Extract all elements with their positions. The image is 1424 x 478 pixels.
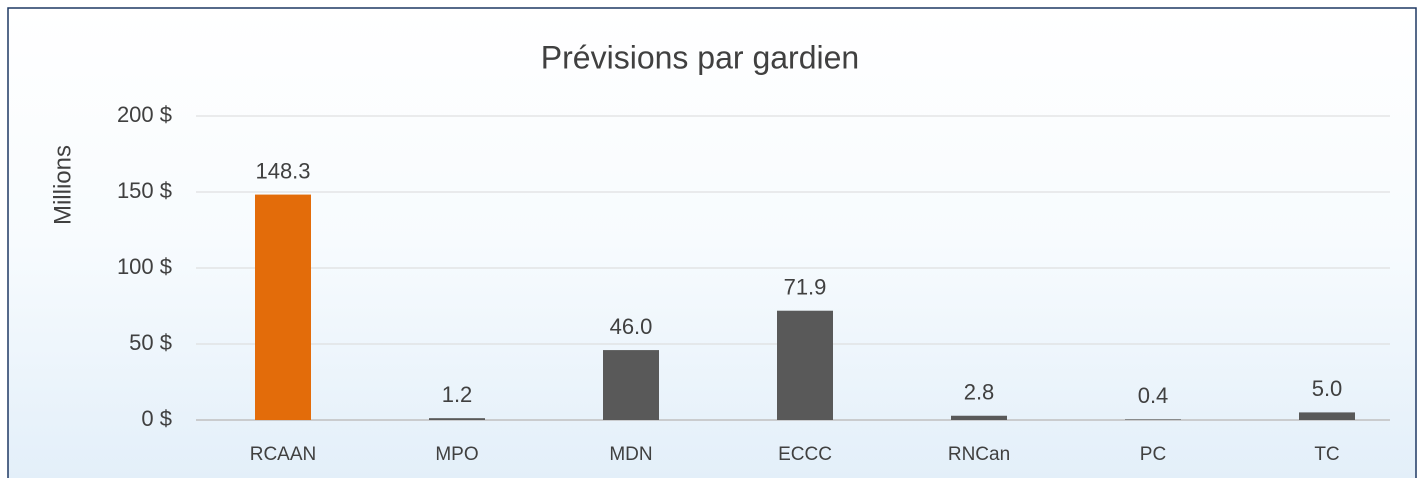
bar bbox=[603, 350, 659, 420]
x-tick-label: TC bbox=[1314, 444, 1339, 465]
x-tick-label: RNCan bbox=[948, 444, 1010, 465]
y-tick-label: 150 $ bbox=[117, 178, 172, 203]
bar bbox=[777, 310, 833, 420]
bar bbox=[951, 415, 1007, 420]
x-tick-label: PC bbox=[1140, 444, 1166, 465]
bar bbox=[429, 418, 485, 420]
x-tick-label: MPO bbox=[435, 444, 478, 465]
data-label: 148.3 bbox=[255, 158, 310, 183]
y-tick-label: 200 $ bbox=[117, 102, 172, 127]
y-axis-label: Millions bbox=[49, 145, 76, 225]
data-label: 1.2 bbox=[442, 382, 473, 407]
x-tick-label: RCAAN bbox=[250, 444, 317, 465]
bar bbox=[255, 194, 311, 420]
y-tick-label: 50 $ bbox=[129, 330, 172, 355]
y-tick-label: 0 $ bbox=[141, 406, 172, 431]
chart-frame bbox=[7, 7, 1417, 478]
chart-title: Prévisions par gardien bbox=[541, 39, 859, 75]
bar bbox=[1299, 412, 1355, 420]
data-label: 46.0 bbox=[610, 314, 653, 339]
data-label: 2.8 bbox=[964, 380, 995, 405]
x-tick-label: ECCC bbox=[778, 444, 832, 465]
y-tick-label: 100 $ bbox=[117, 254, 172, 279]
data-label: 71.9 bbox=[784, 275, 827, 300]
x-tick-label: MDN bbox=[609, 444, 652, 465]
data-label: 0.4 bbox=[1138, 383, 1169, 408]
data-label: 5.0 bbox=[1312, 376, 1343, 401]
bar bbox=[1125, 419, 1181, 420]
